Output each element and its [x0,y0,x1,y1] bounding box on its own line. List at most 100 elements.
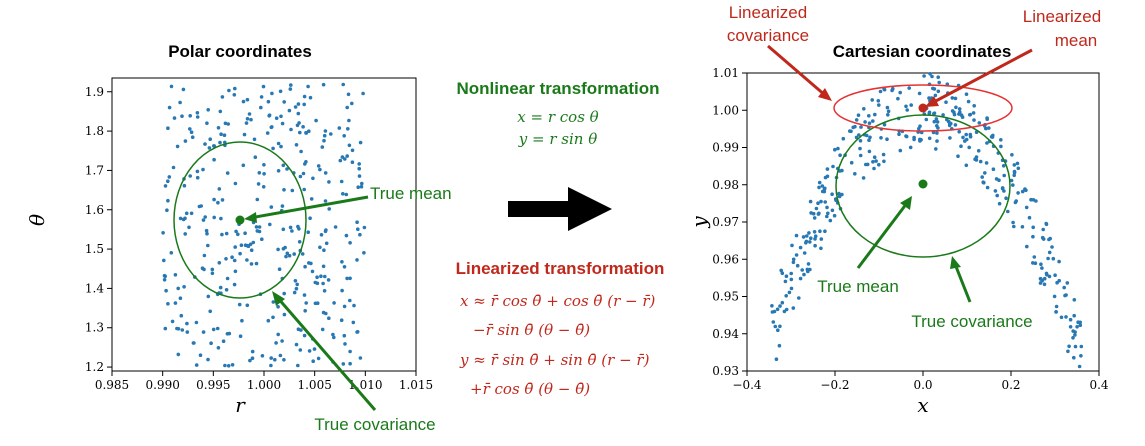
x-tick-label: 0.0 [913,378,932,392]
scatter-point [337,126,342,130]
scatter-point [795,263,800,268]
scatter-point [933,93,938,98]
scatter-point [1062,285,1066,290]
scatter-point [917,91,922,96]
scatter-point [804,241,808,245]
scatter-point [346,127,350,131]
scatter-point [276,169,281,173]
scatter-point [274,341,278,345]
y-tick-label: 0.93 [712,364,739,378]
scatter-point [977,121,982,125]
right-plot: Cartesian coordinates −0.4 −0.2 0.0 0.2 0.4 … [687,3,1109,417]
scatter-point [823,200,827,204]
scatter-point [838,169,842,173]
scatter-point [180,114,184,118]
scatter-point [251,240,256,245]
scatter-point [784,294,788,298]
scatter-point [245,117,250,121]
scatter-point [260,237,264,241]
scatter-point [832,213,837,218]
scatter-point [790,243,794,248]
nonlinear-equation-x: x = r cos θ [517,108,598,126]
scatter-point [945,117,949,122]
scatter-point [322,248,326,252]
scatter-point [224,231,229,236]
left-true-covariance-ellipse [173,141,307,299]
scatter-point [242,132,247,137]
right-linearized-covariance-arrowhead [818,88,832,101]
scatter-point [935,131,939,135]
scatter-point [813,237,817,241]
scatter-point [237,302,242,307]
scatter-point [189,211,194,216]
scatter-point [248,358,252,363]
scatter-point [1031,198,1036,202]
left-true-mean-label: True mean [370,184,452,203]
scatter-point [358,232,362,237]
scatter-point [226,122,230,126]
scatter-point [181,87,186,92]
scatter-point [802,272,806,277]
scatter-point [885,105,890,110]
scatter-point [1078,323,1083,328]
scatter-point [344,192,349,197]
x-tick-label: 0.2 [1001,378,1020,392]
scatter-point [293,105,298,109]
scatter-point [904,134,909,139]
right-linearized-mean-dot [918,103,928,113]
x-tick-label: 0.4 [1089,378,1108,392]
scatter-point [351,320,356,325]
scatter-point [323,199,328,203]
scatter-point [870,98,874,102]
scatter-point [319,274,323,279]
scatter-point [210,271,215,276]
scatter-point [789,277,794,282]
scatter-point [828,218,833,223]
scatter-point [791,257,796,262]
scatter-point [360,181,364,186]
scatter-point [819,246,823,251]
scatter-point [316,164,321,168]
scatter-point [230,255,234,259]
scatter-point [957,129,961,134]
scatter-point [265,131,270,135]
scatter-point [185,321,189,326]
scatter-point [239,243,244,247]
right-linearized-mean-label-line2: mean [1055,31,1098,50]
scatter-point [1016,166,1021,171]
scatter-point [276,305,280,309]
left-plot-title: Polar coordinates [168,42,312,61]
scatter-point [876,99,881,103]
left-y-axis-label: θ [25,214,49,226]
linearized-equation-3: y ≈ r̄ sin θ̄ + sin θ̄ (r − r̄) [459,351,650,369]
scatter-point [310,269,315,274]
scatter-point [181,217,186,222]
scatter-point [1078,320,1082,325]
left-y-ticks: 1.2 1.3 1.4 1.5 1.6 1.7 1.8 1.9 [85,85,112,374]
scatter-point [183,139,188,143]
scatter-point [323,129,328,133]
scatter-point [233,181,238,186]
scatter-point [1004,196,1008,200]
scatter-point [972,118,976,122]
scatter-point [1011,183,1015,187]
scatter-point [1054,310,1058,314]
scatter-point [823,229,827,233]
scatter-point [348,298,352,303]
scatter-point [950,109,955,113]
scatter-point [841,136,846,141]
scatter-point [224,257,228,261]
y-tick-label: 0.99 [712,141,739,155]
scatter-point [787,290,792,295]
y-tick-label: 0.94 [712,327,739,341]
scatter-point [806,262,811,266]
scatter-point [288,225,293,230]
scatter-point [300,252,305,256]
scatter-point [1020,189,1025,194]
scatter-point [188,114,192,118]
scatter-point [879,136,883,140]
scatter-point [223,363,227,368]
scatter-point [216,200,220,205]
y-tick-label: 1.7 [85,163,104,177]
scatter-point [927,136,932,141]
